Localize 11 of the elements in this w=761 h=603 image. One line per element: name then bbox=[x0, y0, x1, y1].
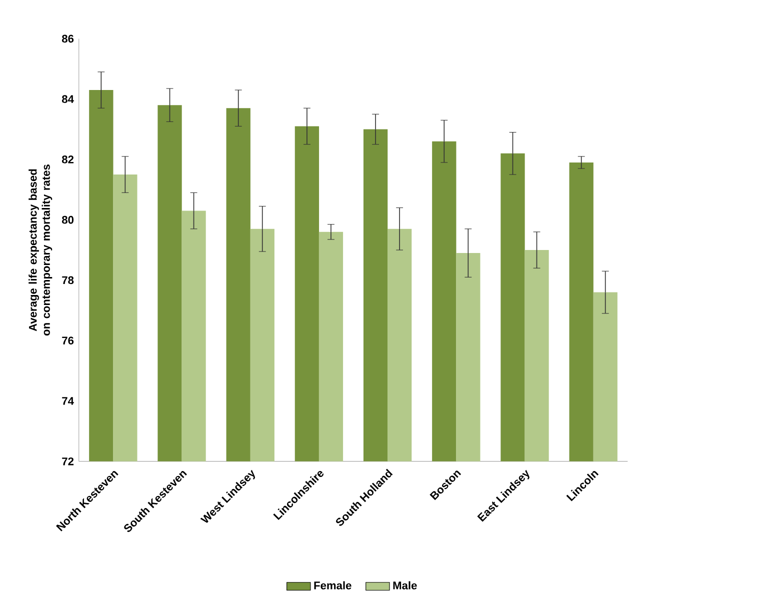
y-tick-label: 72 bbox=[62, 457, 74, 466]
legend-label: Male bbox=[393, 581, 417, 590]
y-tick-label: 84 bbox=[62, 95, 74, 103]
y-tick-label: 78 bbox=[62, 276, 74, 284]
y-axis-title: Average life expectancy based on contemporary mortality rates bbox=[28, 164, 52, 336]
y-tick-label: 82 bbox=[62, 155, 74, 164]
y-tick-label: 80 bbox=[62, 216, 74, 224]
y-tick-label: 86 bbox=[62, 34, 74, 42]
y-tick-label: 76 bbox=[62, 336, 74, 344]
legend-label: Female bbox=[314, 581, 352, 590]
y-tick-label: 74 bbox=[62, 397, 74, 405]
